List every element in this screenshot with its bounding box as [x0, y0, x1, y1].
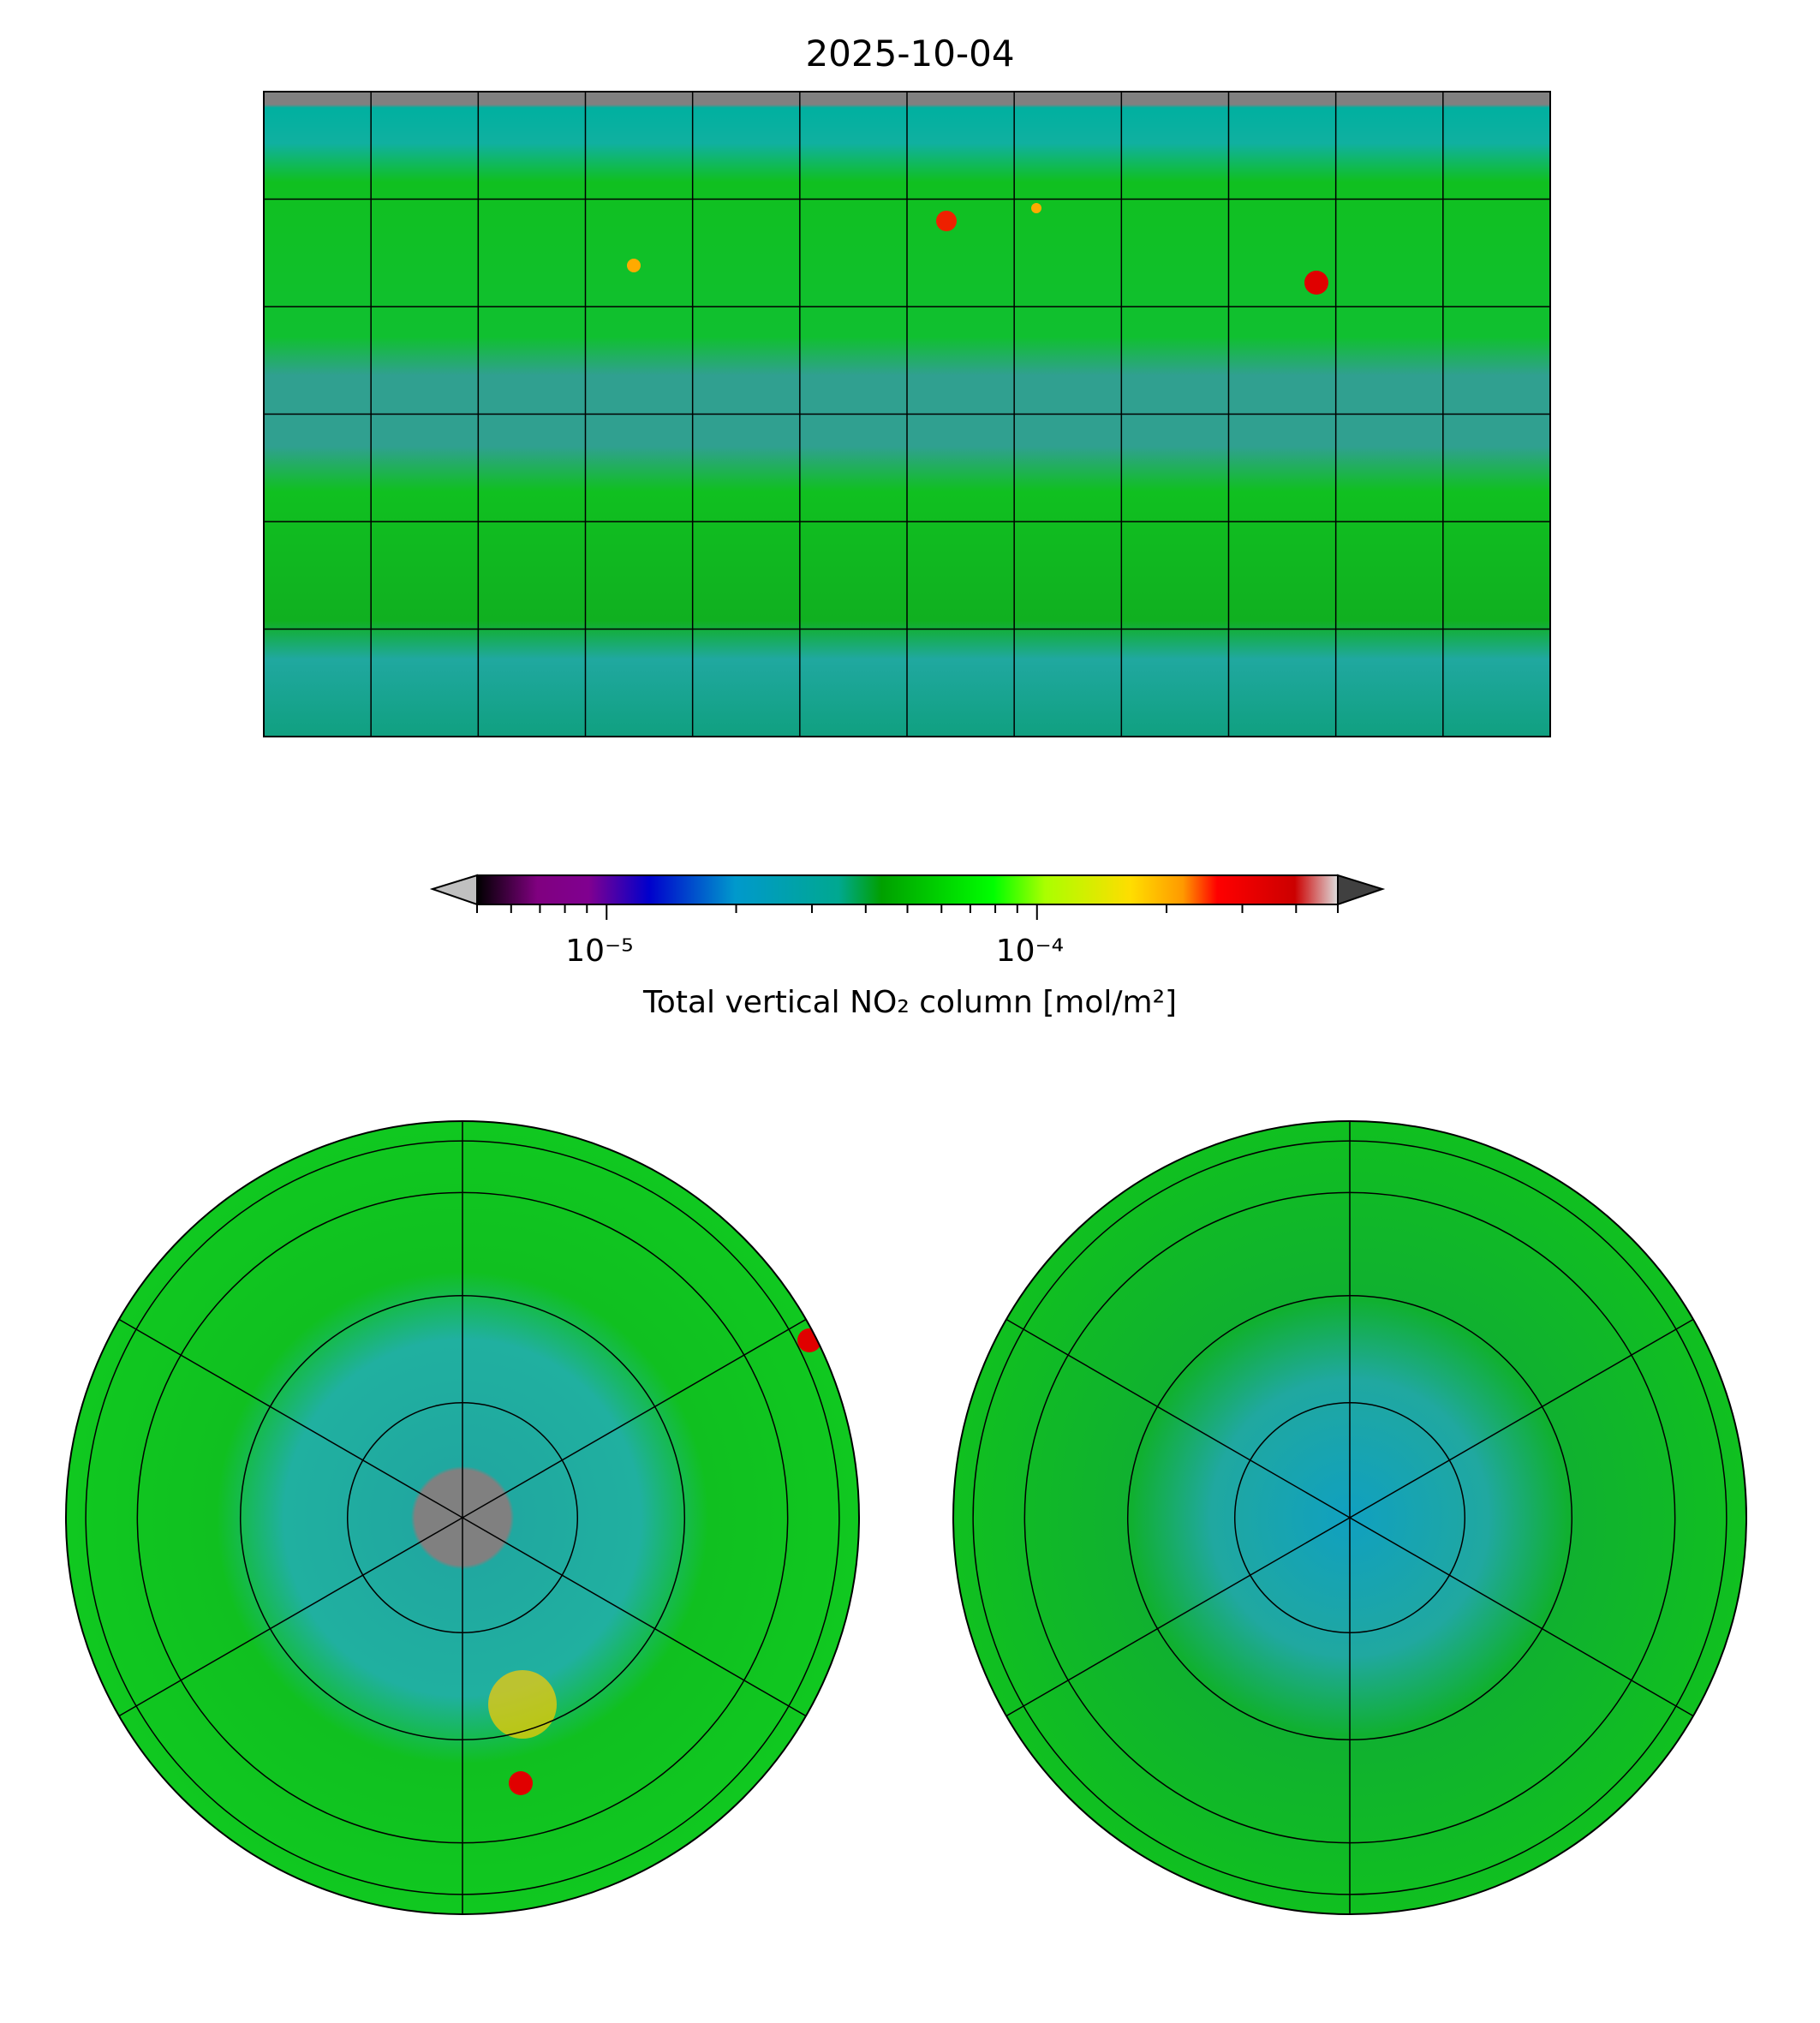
hotspot-europe: [936, 211, 957, 231]
longitude-line: [462, 1318, 807, 1519]
north-polar-map: [65, 1120, 860, 1915]
longitude-line: [118, 1517, 463, 1717]
south-polar-map: [952, 1120, 1747, 1915]
longitude-line: [1349, 1318, 1694, 1519]
colorbar-label: Total vertical NO₂ column [mol/m²]: [642, 985, 1178, 1020]
chart-title: 2025-10-04: [805, 33, 1015, 75]
longitude-line: [1005, 1517, 1351, 1717]
hotspot-usa: [627, 259, 641, 272]
colorbar-body: [476, 874, 1339, 905]
colorbar: [429, 874, 1386, 920]
colorbar-tick-label: 10⁻⁴: [995, 934, 1065, 969]
colorbar-under-extend: [429, 874, 478, 906]
longitude-line: [1349, 1517, 1694, 1717]
longitude-line: [462, 1517, 807, 1717]
colorbar-tick-label: 10⁻⁵: [565, 934, 634, 969]
longitude-line: [118, 1318, 463, 1519]
global-map: [263, 91, 1551, 737]
hotspot-china: [1304, 271, 1328, 295]
colorbar-over-extend: [1337, 874, 1386, 906]
longitude-line: [1005, 1318, 1351, 1519]
hotspot-moscow: [1031, 203, 1041, 213]
